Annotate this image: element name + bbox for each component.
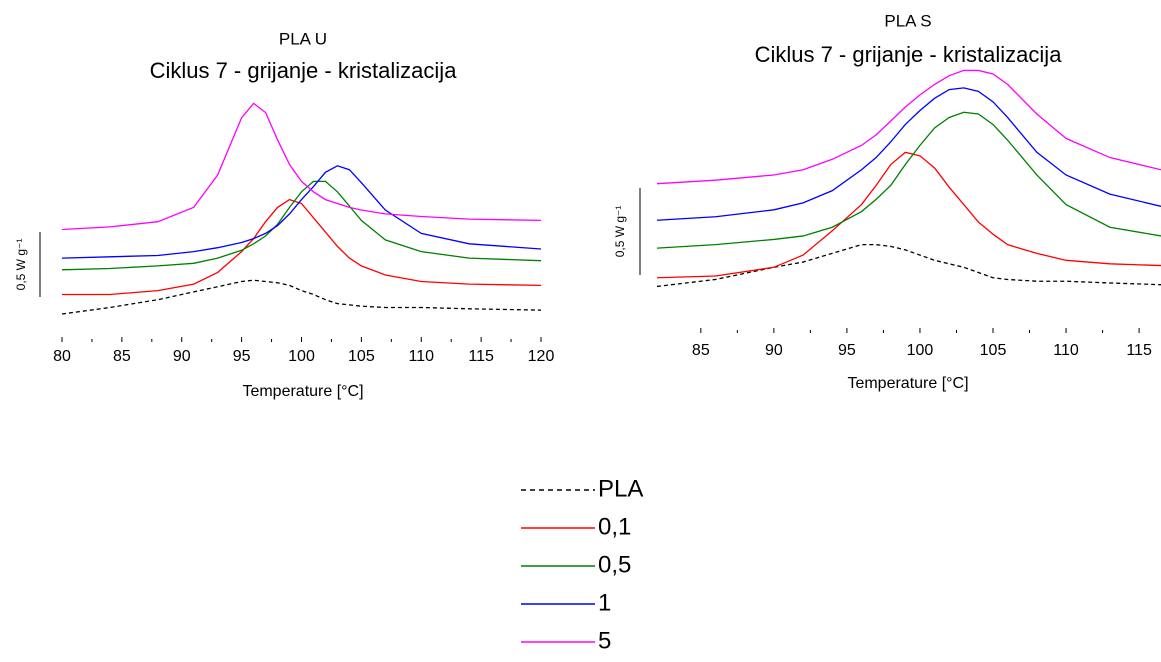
x-tick-label: 90	[765, 342, 783, 359]
legend-label: 5	[598, 627, 611, 654]
x-tick-label: 110	[1053, 342, 1079, 359]
curve	[656, 87, 1161, 221]
x-axis-title: Temperature [°C]	[242, 383, 363, 400]
x-tick-label: 115	[468, 348, 494, 365]
x-tick-label: 85	[113, 348, 131, 365]
x-tick-label: 105	[348, 348, 375, 365]
curve	[656, 151, 1161, 279]
chart-title: PLA U	[279, 29, 327, 48]
legend-label: 0,1	[598, 513, 631, 540]
curve	[656, 69, 1161, 185]
curve	[61, 180, 542, 271]
x-tick-label: 100	[907, 342, 934, 359]
x-tick-label: 80	[53, 348, 71, 365]
curve	[62, 198, 542, 296]
scale-bar-label: 0,5 W g⁻¹	[14, 239, 28, 291]
x-axis-title: Temperature [°C]	[847, 375, 968, 392]
chart-subtitle: Ciklus 7 - grijanje - kristalizacija	[150, 58, 458, 83]
curve	[61, 279, 542, 315]
x-tick-label: 115	[1126, 342, 1152, 359]
x-tick-label: 120	[528, 348, 555, 365]
legend-label: PLA	[598, 475, 643, 502]
curve	[61, 102, 542, 231]
curve	[656, 244, 1161, 288]
chart-subtitle: Ciklus 7 - grijanje - kristalizacija	[755, 42, 1063, 67]
scale-bar-label: 0,5 W g⁻¹	[613, 206, 627, 258]
x-tick-label: 105	[980, 342, 1007, 359]
x-tick-label: 95	[233, 348, 251, 365]
x-tick-label: 100	[288, 348, 315, 365]
chart-title: PLA S	[884, 11, 931, 30]
x-tick-label: 85	[692, 342, 710, 359]
x-tick-label: 110	[408, 348, 434, 365]
x-tick-label: 95	[838, 342, 856, 359]
x-tick-label: 90	[173, 348, 191, 365]
curve	[61, 165, 542, 259]
curve	[656, 111, 1161, 249]
legend-label: 0,5	[598, 551, 631, 578]
legend-label: 1	[598, 589, 611, 616]
